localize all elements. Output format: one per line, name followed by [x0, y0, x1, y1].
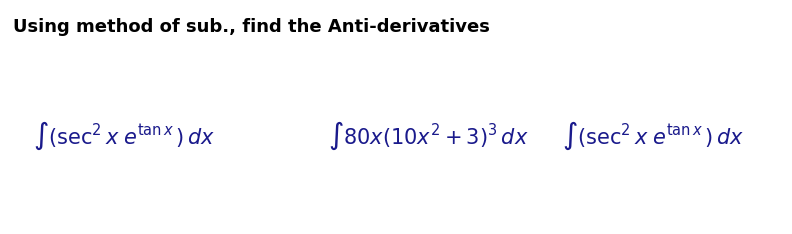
- Text: $\int (\sec^2 x\; e^{\tan x}\,)\, dx$: $\int (\sec^2 x\; e^{\tan x}\,)\, dx$: [32, 119, 215, 152]
- Text: Using method of sub., find the Anti-derivatives: Using method of sub., find the Anti-deri…: [13, 18, 490, 36]
- Text: $\int 80x(10x^2 + 3)^3\, dx$: $\int 80x(10x^2 + 3)^3\, dx$: [329, 119, 529, 152]
- Text: $\int (\sec^2 x\; e^{\tan x}\,)\, dx$: $\int (\sec^2 x\; e^{\tan x}\,)\, dx$: [562, 119, 744, 152]
